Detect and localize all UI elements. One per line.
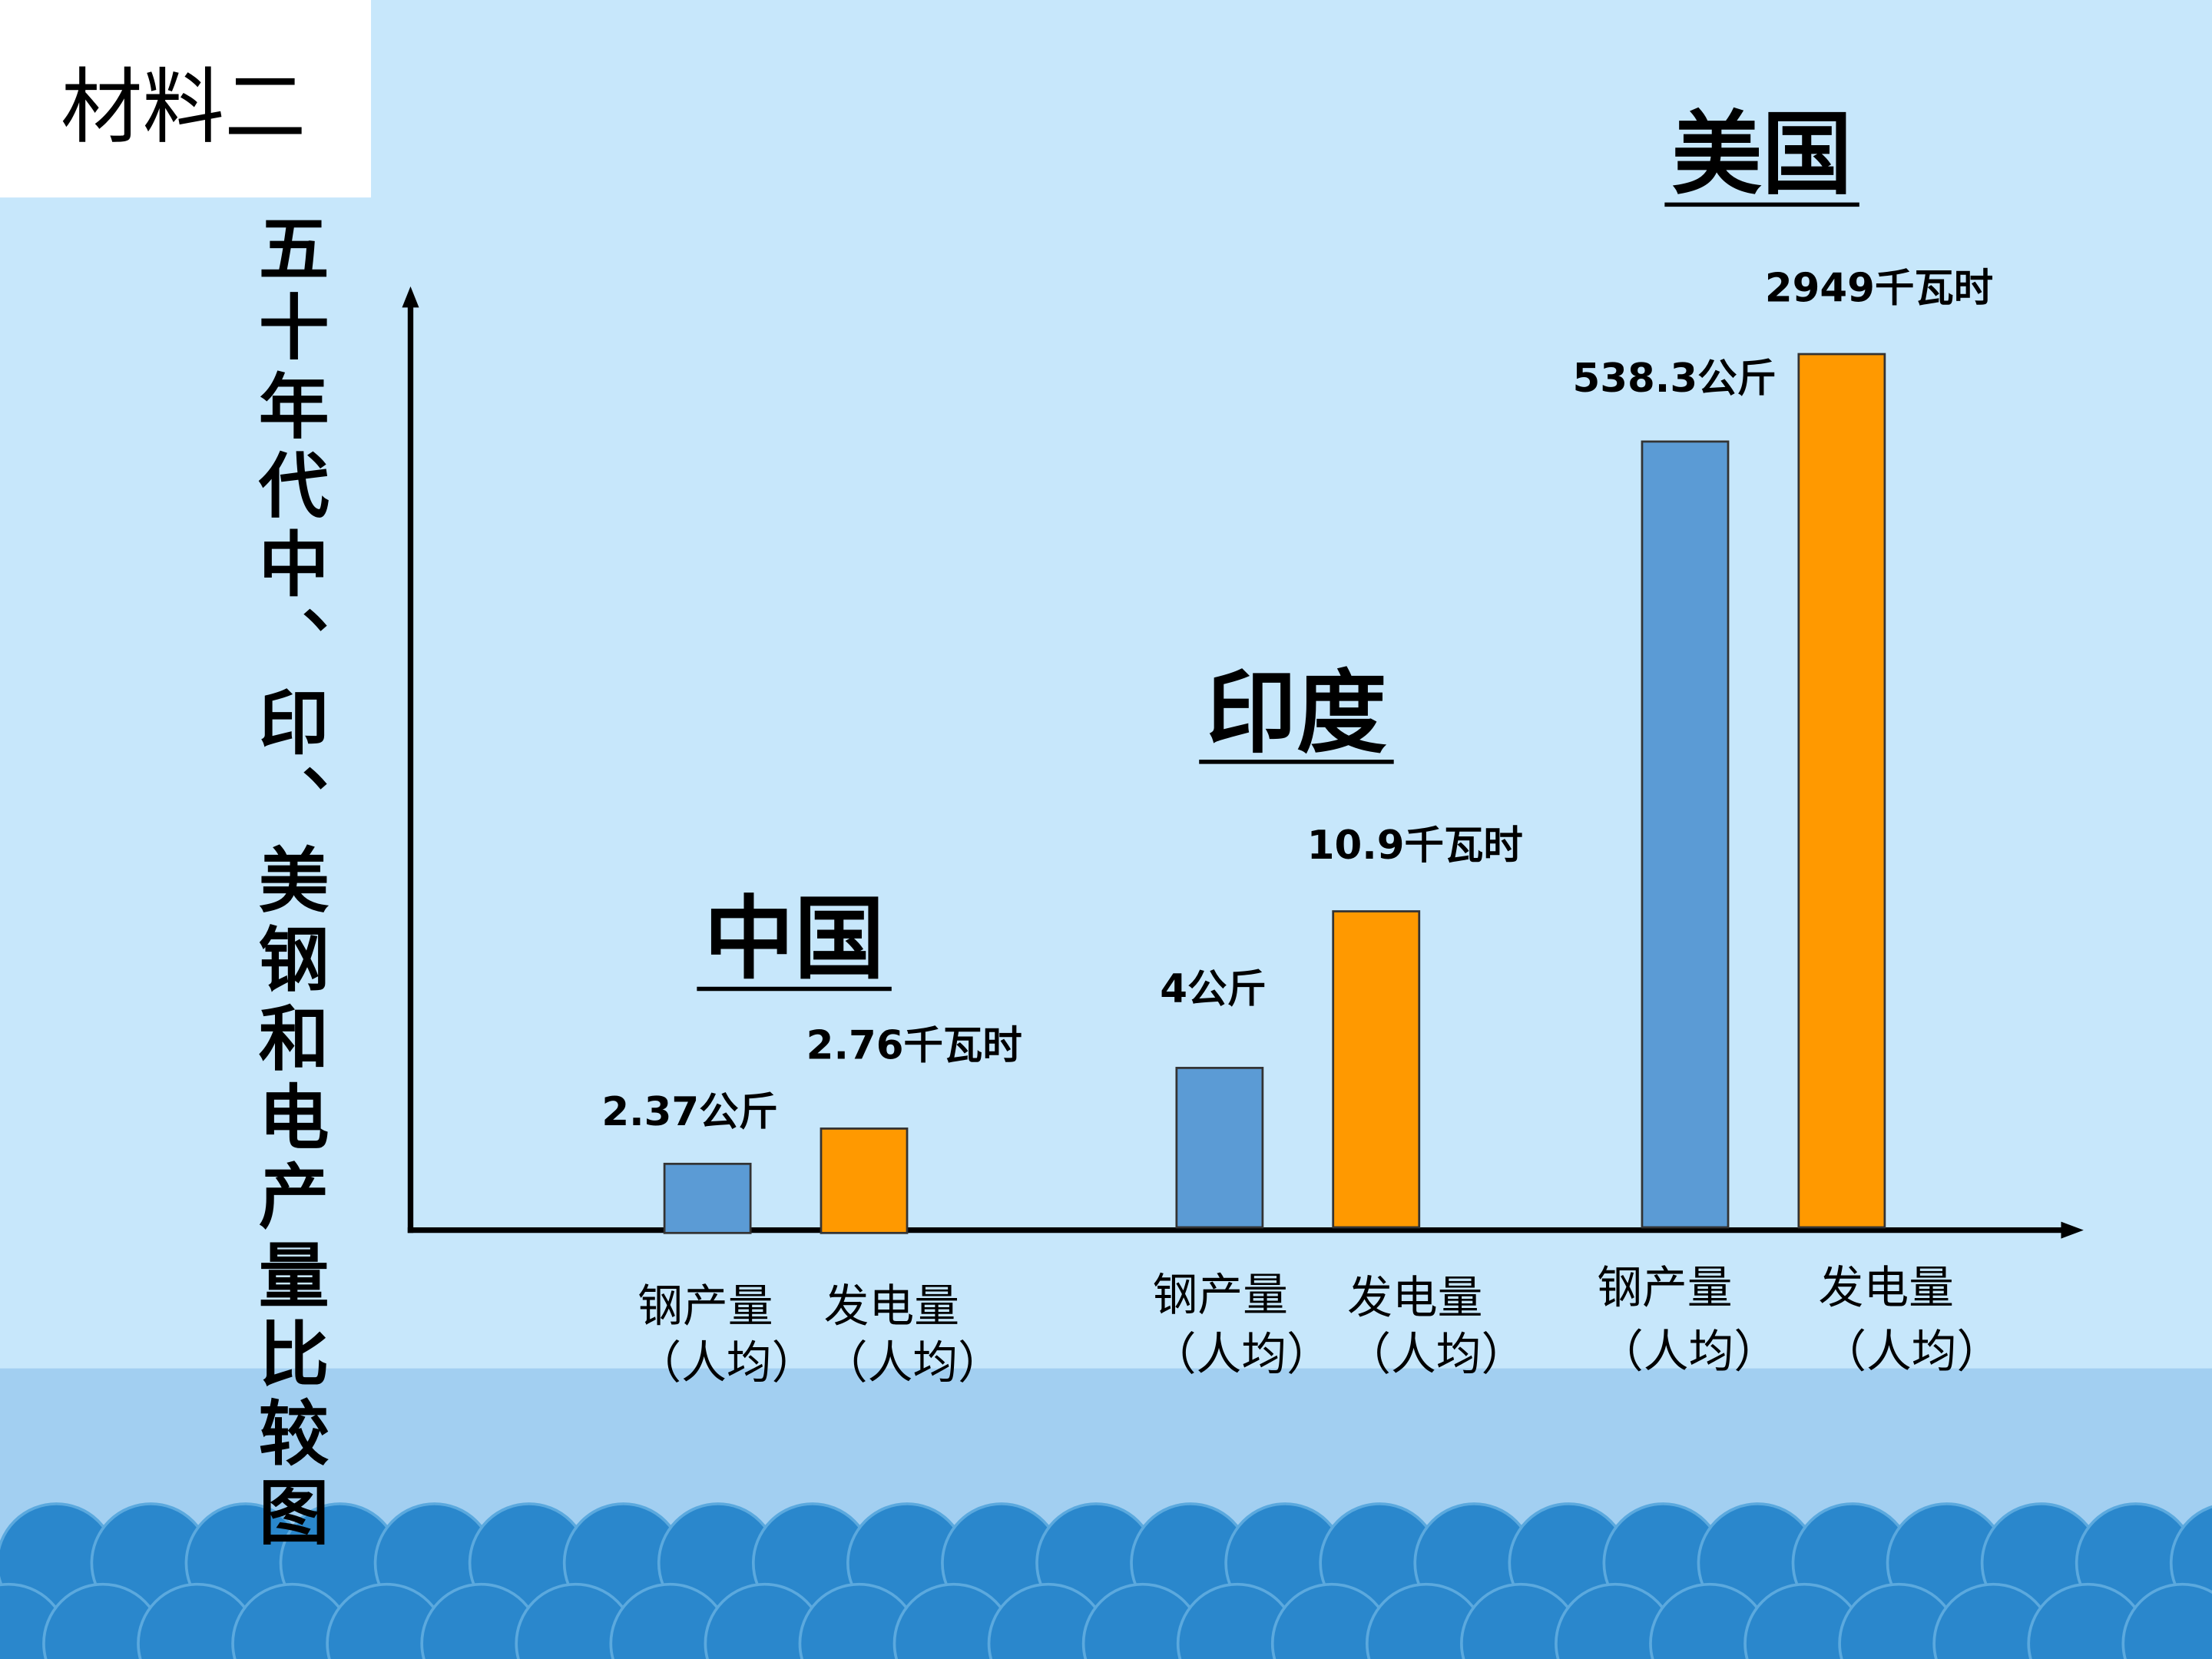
bar [820,1128,909,1234]
category: 钢产量 [1597,1261,1732,1314]
country: 印度 [1206,661,1387,766]
value-label: 4公斤 [1160,966,1267,1012]
value-label: 2.37公斤 [601,1089,778,1135]
waves [0,1502,2212,1659]
category: 发电量 [1347,1271,1482,1324]
vertical-title: 五十年代中、印、美钢和电产量比较图 [247,212,329,1555]
category-note: （人均） [823,1336,1003,1389]
category-note: （人均） [636,1336,816,1389]
value-label: 10.9千瓦时 [1307,823,1523,869]
arrow [2061,1221,2084,1239]
arrow [402,286,419,308]
country: 美国 [1672,102,1853,207]
bar [1641,440,1730,1229]
category: 发电量 [824,1280,959,1333]
header-label: 材料二 [61,60,306,155]
value-label: 2.76千瓦时 [806,1023,1022,1069]
bar [1175,1067,1264,1229]
category: 钢产量 [637,1280,773,1333]
bar [1332,910,1421,1229]
header-box [0,0,372,198]
category: 钢产量 [1153,1268,1288,1321]
category-note: （人均） [1346,1327,1526,1380]
category-note: （人均） [1598,1324,1779,1377]
wave [2121,1582,2212,1659]
country: 中国 [704,886,885,992]
value-label: 2949千瓦时 [1765,265,1993,311]
category-note: （人均） [1821,1324,2002,1377]
category: 发电量 [1819,1261,1954,1314]
bar [663,1162,752,1234]
category-note: （人均） [1151,1327,1332,1380]
bar [1797,353,1886,1229]
value-label: 538.3公斤 [1572,356,1776,402]
